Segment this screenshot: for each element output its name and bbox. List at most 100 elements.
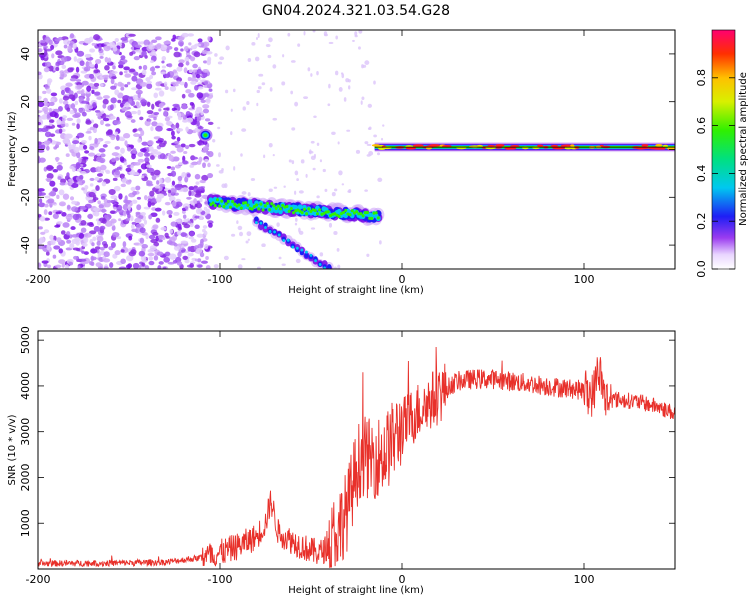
signal-blob (224, 202, 228, 206)
signal-peak (641, 144, 649, 147)
noise-blob (46, 164, 54, 172)
noise-blob (38, 262, 42, 269)
noise-blob (188, 69, 194, 74)
signal-blob (274, 206, 278, 210)
signal-peak (405, 146, 417, 150)
faint-blob (237, 264, 243, 269)
noise-blob (119, 71, 123, 76)
x-tick-label: 0 (399, 273, 406, 286)
noise-blob (58, 259, 66, 264)
faint-blob (282, 54, 285, 58)
noise-blob (146, 183, 154, 187)
noise-blob (150, 172, 155, 176)
noise-blob (172, 103, 180, 107)
noise-blob (112, 177, 118, 181)
noise-blob (202, 71, 208, 78)
noise-blob (104, 65, 110, 71)
noise-blob (113, 120, 121, 125)
noise-blob (140, 99, 147, 105)
noise-blob (89, 146, 95, 150)
noise-blob (176, 261, 183, 266)
noise-blob (143, 206, 151, 210)
faint-blob (251, 42, 256, 46)
noise-blob (119, 173, 125, 178)
noise-blob (110, 115, 116, 120)
noise-blob (61, 123, 66, 128)
noise-blob (80, 220, 87, 226)
noise-blob (38, 149, 45, 153)
faint-blob (265, 43, 271, 48)
noise-blob (123, 70, 128, 74)
noise-blob (139, 237, 145, 244)
faint-blob (231, 233, 236, 237)
faint-blob (373, 80, 376, 85)
noise-blob (155, 36, 162, 41)
noise-blob (92, 207, 100, 212)
noise-blob (133, 161, 141, 166)
noise-blob (163, 81, 168, 87)
faint-blob (212, 138, 216, 143)
x-tick-label: -200 (26, 273, 51, 286)
noise-blob (67, 67, 74, 73)
noise-blob (139, 227, 146, 234)
noise-blob (163, 110, 168, 117)
y-tick-label: 2000 (19, 463, 32, 491)
noise-blob (177, 175, 183, 182)
noise-blob (148, 256, 154, 261)
noise-blob (120, 147, 125, 154)
noise-blob (166, 48, 170, 53)
signal-blob (299, 250, 305, 256)
noise-blob (38, 71, 42, 76)
faint-blob (343, 97, 347, 102)
noise-blob (178, 62, 184, 68)
noise-blob (58, 36, 63, 41)
noise-blob (171, 184, 176, 188)
noise-blob (39, 216, 46, 222)
noise-blob (99, 225, 106, 231)
noise-blob (70, 103, 76, 110)
noise-blob (94, 109, 101, 113)
noise-blob (166, 240, 173, 245)
noise-blob (125, 217, 130, 222)
noise-blob (56, 164, 63, 171)
noise-blob (206, 59, 212, 66)
noise-blob (180, 240, 188, 244)
noise-blob (96, 220, 101, 226)
snr-panel: -200 -100 0 100 1000 2000 3000 4000 5000 Height … (7, 326, 676, 596)
noise-blob (130, 186, 136, 191)
noise-blob (164, 251, 171, 257)
noise-blob (172, 83, 179, 87)
noise-blob (190, 77, 197, 82)
noise-blob (44, 36, 51, 43)
noise-blob (112, 65, 116, 70)
faint-blob (331, 192, 336, 197)
noise-blob (72, 140, 80, 145)
noise-blob (81, 180, 86, 184)
noise-blob (63, 39, 71, 46)
noise-blob (207, 36, 211, 42)
noise-blob (88, 152, 96, 157)
noise-blob (177, 40, 185, 47)
noise-blob (76, 79, 82, 82)
noise-blob (204, 80, 209, 85)
noise-blob (185, 89, 192, 94)
noise-blob (181, 160, 189, 165)
noise-blob (189, 222, 194, 228)
noise-blob (41, 260, 49, 264)
noise-blob (129, 51, 134, 56)
noise-blob (73, 146, 80, 154)
noise-blob (187, 246, 192, 252)
faint-blob (255, 37, 259, 40)
signal-blob (318, 208, 322, 212)
noise-blob (150, 126, 154, 132)
noise-blob (95, 59, 102, 65)
noise-blob (56, 194, 60, 200)
colorbar: 0.0 0.2 0.4 0.6 0.8 Normalized spectral ampl… (695, 29, 749, 278)
signal-blob (350, 209, 354, 213)
noise-blob (181, 32, 189, 38)
noise-blob (155, 81, 162, 87)
x-tick-label: 0 (399, 573, 406, 586)
noise-blob (186, 117, 194, 123)
noise-blob (197, 258, 202, 263)
signal-blob (255, 221, 258, 225)
